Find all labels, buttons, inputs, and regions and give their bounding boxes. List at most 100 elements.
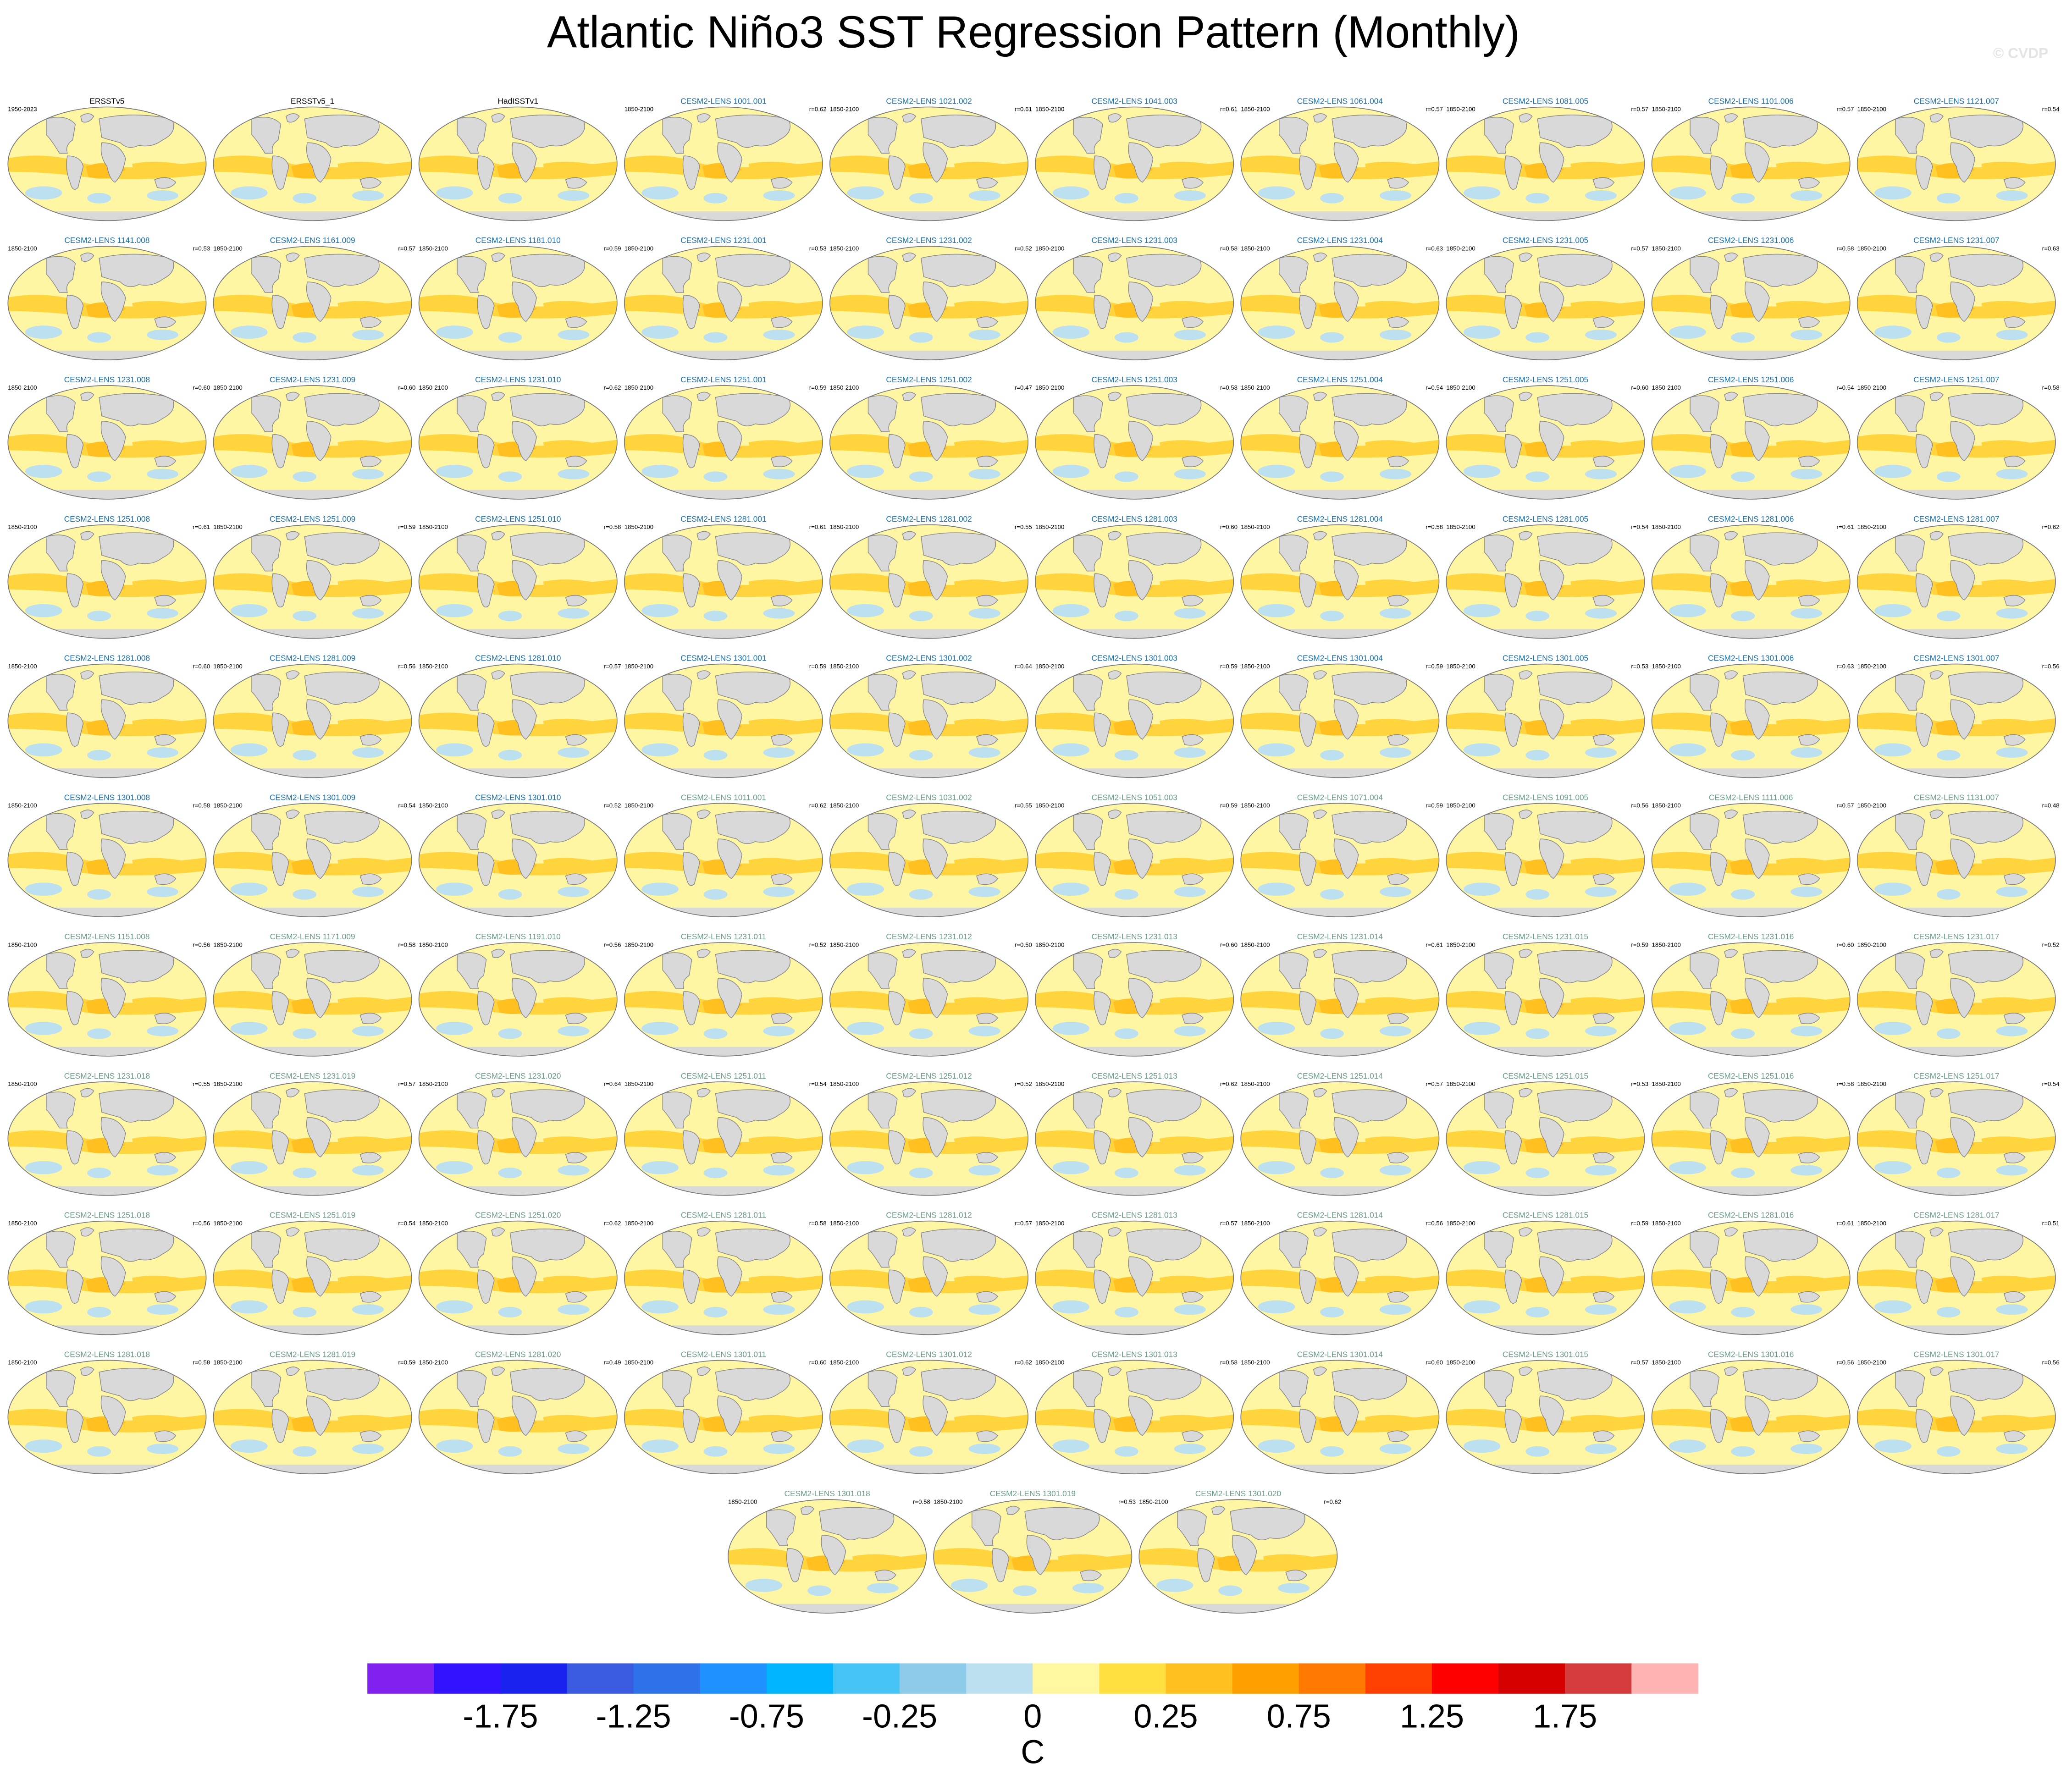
panel-title: CESM2-LENS 1021.002: [886, 96, 972, 105]
panel-title: CESM2-LENS 1251.006: [1708, 375, 1794, 384]
map-panel: [418, 802, 619, 918]
map-panel: [727, 1498, 928, 1615]
map-panel: [623, 245, 824, 361]
map-panel: [1034, 1220, 1235, 1336]
colorbar-swatch: [1166, 1663, 1233, 1694]
panel-correlation: r=0.59: [1220, 802, 1238, 809]
panel-correlation: r=0.57: [1426, 106, 1443, 113]
map-panel: [623, 802, 824, 918]
map-panel: [829, 802, 1029, 918]
map-panel: [1445, 106, 1646, 222]
panel-period: 1950-2023: [8, 106, 37, 113]
panel-title: CESM2-LENS 1281.017: [1913, 1211, 1999, 1220]
panel-correlation: r=0.60: [1220, 524, 1238, 530]
panel-title: CESM2-LENS 1281.003: [1092, 514, 1177, 524]
panel-title: CESM2-LENS 1231.007: [1913, 236, 1999, 245]
panel-correlation: r=0.59: [1631, 1220, 1648, 1227]
map-panel: [212, 802, 413, 918]
panel-correlation: r=0.53: [193, 245, 210, 252]
map-panel: [1445, 245, 1646, 361]
colorbar-swatch: [434, 1663, 501, 1694]
panel-title: CESM2-LENS 1091.005: [1503, 793, 1588, 802]
map-panel: [1034, 106, 1235, 222]
panel-correlation: r=0.52: [809, 941, 827, 948]
panel-title: CESM2-LENS 1251.001: [680, 375, 766, 384]
map-panel: [623, 384, 824, 501]
panel-correlation: r=0.57: [1837, 106, 1854, 113]
panel-period: 1850-2100: [1652, 941, 1681, 948]
panel-correlation: r=0.54: [2042, 106, 2060, 113]
map-panel: [1034, 663, 1235, 779]
colorbar-swatch: [966, 1663, 1033, 1694]
map-panel: [6, 1359, 207, 1475]
panel-period: 1850-2100: [1446, 245, 1475, 252]
panel-correlation: r=0.59: [1631, 941, 1648, 948]
panel-correlation: r=0.55: [1015, 802, 1032, 809]
panel-correlation: r=0.58: [2042, 384, 2060, 391]
map-panel: [1445, 663, 1646, 779]
panel-period: 1850-2100: [1652, 663, 1681, 670]
panel-period: 1850-2100: [830, 941, 859, 948]
panel-period: 1850-2100: [213, 663, 242, 670]
panel-title: CESM2-LENS 1251.007: [1913, 375, 1999, 384]
panel-correlation: r=0.50: [1015, 941, 1032, 948]
map-panel: [1651, 1220, 1851, 1336]
panel-title: CESM2-LENS 1231.001: [680, 236, 766, 245]
panel-correlation: r=0.59: [1426, 802, 1443, 809]
map-panel: [1034, 941, 1235, 1058]
panel-period: 1850-2100: [624, 1220, 653, 1227]
panel-correlation: r=0.56: [1631, 802, 1648, 809]
map-panel: [418, 1359, 619, 1475]
panel-title: CESM2-LENS 1301.006: [1708, 654, 1794, 663]
map-panel: [1445, 524, 1646, 640]
colorbar-swatch: [1298, 1663, 1366, 1694]
map-panel: [829, 663, 1029, 779]
panel-correlation: r=0.58: [913, 1498, 930, 1505]
colorbar-label: 1.75: [1533, 1698, 1597, 1735]
map-panel: [1651, 524, 1851, 640]
panel-title: CESM2-LENS 1281.009: [270, 654, 355, 663]
panel-correlation: r=0.54: [398, 1220, 415, 1227]
panel-title: CESM2-LENS 1251.018: [64, 1211, 150, 1220]
panel-correlation: r=0.59: [604, 245, 621, 252]
panel-title: CESM2-LENS 1301.008: [64, 793, 150, 802]
panel-period: 1850-2100: [419, 524, 448, 530]
panel-period: 1850-2100: [1857, 1220, 1886, 1227]
panel-period: 1850-2100: [1241, 1220, 1270, 1227]
panel-title: CESM2-LENS 1111.006: [1709, 793, 1793, 802]
panel-period: 1850-2100: [1857, 1080, 1886, 1087]
panel-title: CESM2-LENS 1251.002: [886, 375, 972, 384]
map-panel: [1445, 802, 1646, 918]
colorbar-label: 1.25: [1400, 1698, 1464, 1735]
panel-title: CESM2-LENS 1281.002: [886, 514, 972, 524]
panel-title: HadISSTv1: [498, 96, 538, 105]
panel-correlation: r=0.58: [1837, 1080, 1854, 1087]
colorbar-swatch: [700, 1663, 767, 1694]
panel-correlation: r=0.61: [1426, 941, 1443, 948]
map-panel: [1651, 245, 1851, 361]
panel-correlation: r=0.48: [2042, 802, 2060, 809]
panel-correlation: r=0.59: [1220, 663, 1238, 670]
map-panel: [1239, 1359, 1440, 1475]
panel-correlation: r=0.57: [1220, 1220, 1238, 1227]
panel-period: 1850-2100: [1035, 384, 1064, 391]
panel-title: CESM2-LENS 1251.016: [1708, 1071, 1794, 1080]
map-panel: [829, 524, 1029, 640]
watermark: © CVDP: [1993, 45, 2048, 61]
panel-correlation: r=0.59: [398, 524, 415, 530]
panel-correlation: r=0.57: [1837, 802, 1854, 809]
map-panel: [418, 524, 619, 640]
panel-period: 1850-2100: [1446, 384, 1475, 391]
panel-correlation: r=0.54: [1837, 384, 1854, 391]
panel-correlation: r=0.60: [193, 663, 210, 670]
panel-title: CESM2-LENS 1251.014: [1297, 1071, 1383, 1080]
panel-period: 1850-2100: [1857, 941, 1886, 948]
panel-period: 1850-2100: [8, 1080, 37, 1087]
panel-correlation: r=0.60: [1220, 941, 1238, 948]
panel-title: CESM2-LENS 1071.004: [1297, 793, 1383, 802]
panel-correlation: r=0.57: [398, 245, 415, 252]
panel-correlation: r=0.62: [604, 1220, 621, 1227]
panel-period: 1850-2100: [830, 524, 859, 530]
panel-title: ERSSTv5: [90, 96, 125, 105]
